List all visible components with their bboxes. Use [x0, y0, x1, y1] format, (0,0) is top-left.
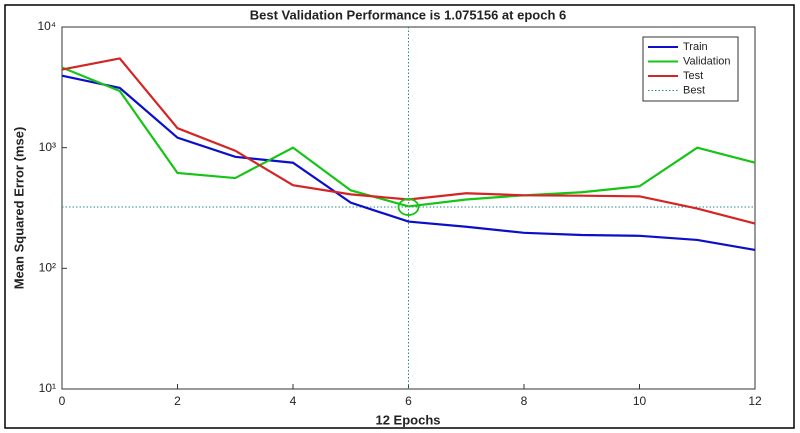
x-tick-label: 6: [405, 394, 412, 408]
best-marker: [397, 198, 420, 216]
series-line: [61, 66, 756, 208]
y-axis-label: Mean Squared Error (mse): [11, 127, 26, 290]
legend-label: Best: [683, 84, 705, 96]
x-axis-label: 12 Epochs: [375, 412, 440, 427]
x-tick-label: 4: [290, 394, 297, 408]
legend-label: Train: [683, 41, 708, 53]
legend-label: Test: [683, 70, 703, 82]
series-line: [61, 74, 756, 252]
y-tick-label: 10¹: [39, 381, 56, 395]
y-tick-label: 10⁴: [37, 19, 56, 33]
y-tick-label: 10²: [39, 261, 56, 275]
x-tick-label: 12: [748, 394, 762, 408]
x-tick-label: 10: [633, 394, 647, 408]
x-tick-label: 2: [174, 394, 181, 408]
x-tick-label: 8: [521, 394, 528, 408]
x-tick-label: 0: [59, 394, 66, 408]
chart-title: Best Validation Performance is 1.075156 …: [250, 7, 566, 22]
legend-label: Validation: [683, 55, 731, 67]
y-tick-label: 10³: [39, 140, 56, 154]
